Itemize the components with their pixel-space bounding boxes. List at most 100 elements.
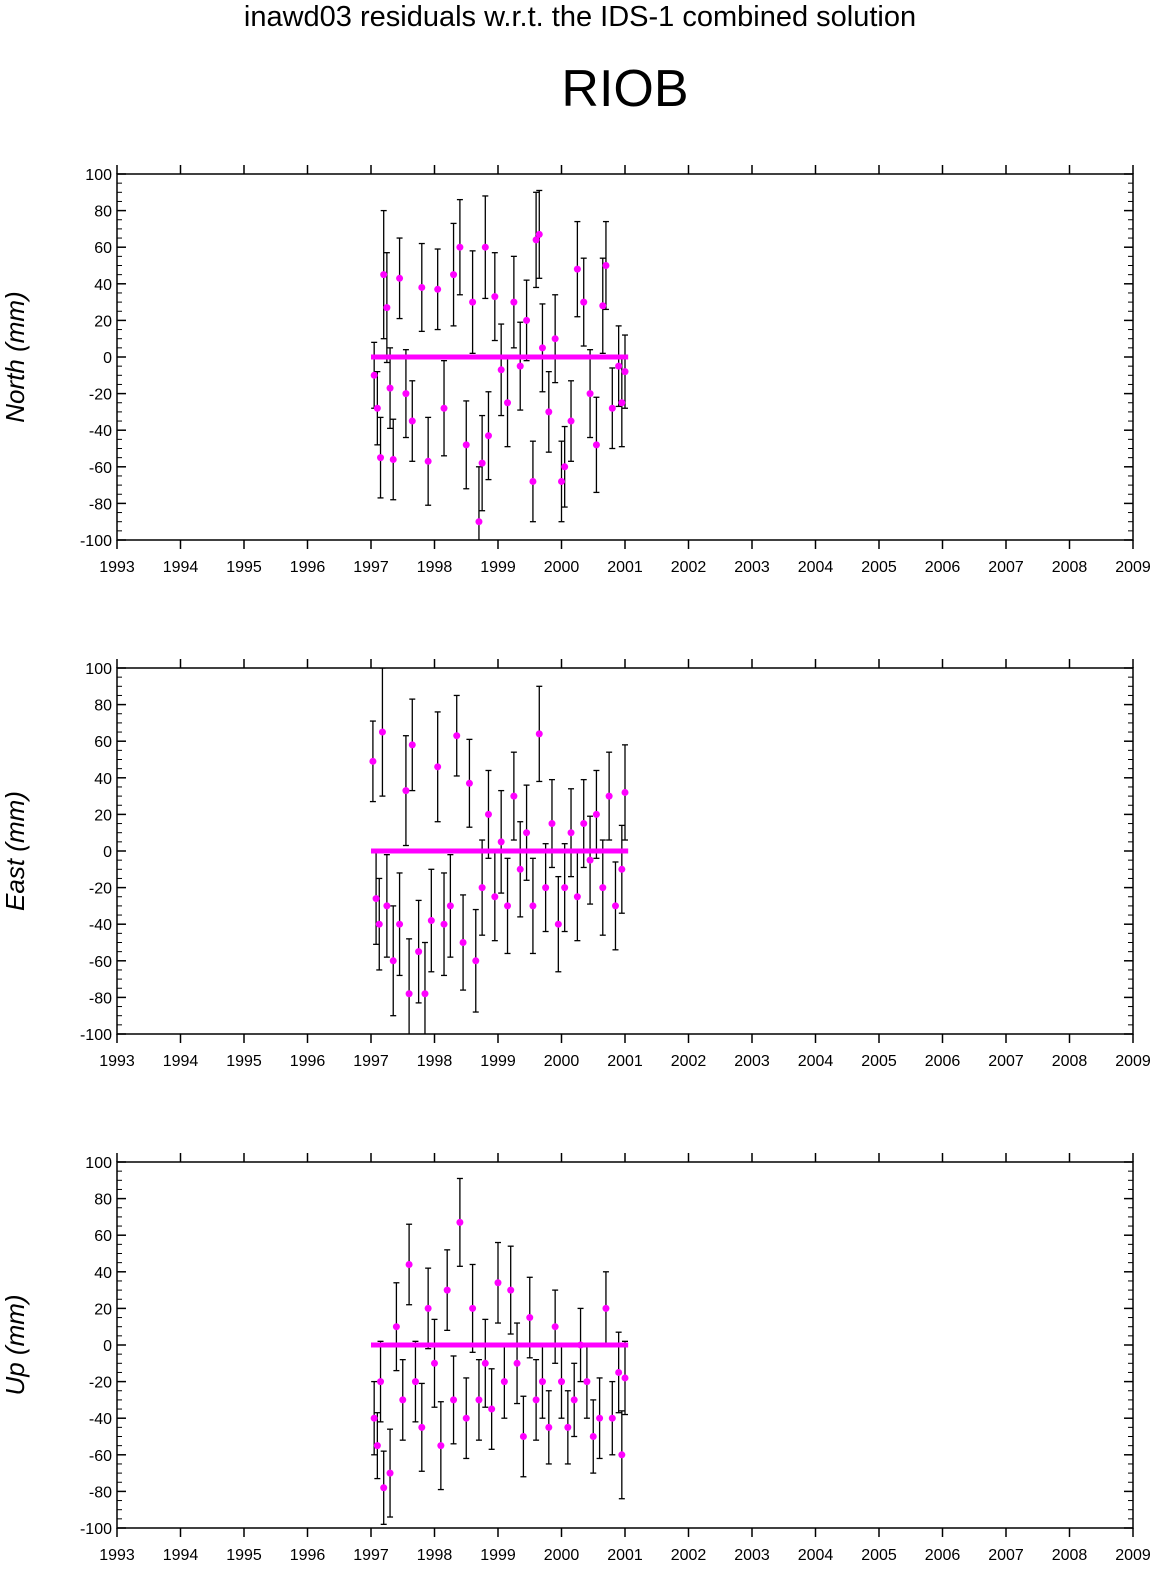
data-point [402,390,410,398]
data-point [484,432,492,440]
x-tick-label: 1996 [290,559,326,576]
y-tick-label: 60 [94,734,112,751]
y-tick-label: 100 [85,167,112,184]
x-tick-label: 2002 [671,559,707,576]
data-point [523,829,531,837]
y-tick-label: -60 [89,460,112,477]
data-point [529,902,537,910]
y-tick-label: -40 [89,917,112,934]
data-point [535,230,543,238]
data-point [596,1414,604,1422]
data-point [535,730,543,738]
data-point [580,298,588,306]
data-point [396,920,404,928]
y-tick-label: -40 [89,423,112,440]
data-point [431,1359,438,1367]
data-point [386,384,394,392]
data-point [469,1304,477,1312]
data-point [424,1304,432,1312]
data-point [504,399,512,407]
data-point [554,920,562,928]
data-point [538,344,546,352]
y-tick-label: 20 [94,1301,112,1318]
data-point [472,957,480,965]
data-point [599,884,607,892]
data-point [532,236,540,244]
data-point [378,728,386,736]
x-tick-label: 2005 [861,559,897,576]
y-tick-label: -20 [89,881,112,898]
y-tick-label: 0 [103,350,112,367]
y-tick-label: -20 [89,1375,112,1392]
y-axis-label: North (mm) [0,291,30,422]
data-point [611,902,619,910]
x-tick-label: 2004 [798,559,834,576]
data-point [507,1286,515,1294]
x-tick-label: 2009 [1115,559,1151,576]
y-tick-label: 40 [94,1265,112,1282]
x-tick-label: 1995 [226,1053,262,1070]
x-tick-label: 2008 [1052,1053,1088,1070]
data-point [402,787,410,795]
data-point [589,1433,597,1440]
x-tick-label: 1994 [163,1053,199,1070]
data-point [592,441,600,449]
data-point [440,920,448,928]
y-tick-label: 0 [103,1338,112,1355]
x-tick-label: 2003 [734,1053,770,1070]
data-point [418,1423,426,1431]
data-point [484,810,492,818]
data-point [621,1374,629,1382]
data-point [510,792,518,800]
data-point [373,1442,381,1450]
data-point [586,856,594,864]
data-point [405,1260,413,1268]
x-tick-label: 2007 [988,559,1024,576]
data-point [608,1414,616,1422]
y-tick-label: -40 [89,1411,112,1428]
data-point [513,1359,521,1367]
y-tick-label: -80 [89,496,112,513]
data-point [551,1323,559,1331]
y-tick-label: 40 [94,277,112,294]
y-tick-label: 0 [103,844,112,861]
x-tick-label: 2005 [861,1053,897,1070]
x-tick-label: 1998 [417,1053,453,1070]
data-point [399,1396,407,1404]
data-point [450,271,458,279]
data-point [462,441,470,449]
x-tick-label: 1998 [417,1547,453,1564]
y-tick-label: 100 [85,661,112,678]
data-point [469,298,477,306]
x-tick-label: 2005 [861,1547,897,1564]
x-tick-label: 1994 [163,1547,199,1564]
x-tick-label: 1999 [480,1053,516,1070]
x-tick-label: 1997 [353,1547,389,1564]
x-tick-label: 1993 [99,1053,135,1070]
data-point [573,893,581,901]
data-point [446,902,454,910]
x-tick-label: 1998 [417,559,453,576]
data-point [478,459,486,467]
data-point [375,920,383,928]
data-point [542,884,550,892]
y-tick-label: 80 [94,698,112,715]
y-tick-label: -100 [80,533,112,550]
x-tick-label: 2004 [798,1547,834,1564]
data-point [372,895,380,903]
x-tick-label: 2006 [925,1547,961,1564]
x-tick-label: 1996 [290,1053,326,1070]
y-tick-label: 60 [94,240,112,257]
data-point [564,1423,572,1431]
data-point [443,1286,451,1294]
data-point [475,518,483,526]
x-tick-label: 2004 [798,1053,834,1070]
station-name: RIOB [561,60,689,118]
y-tick-label: 60 [94,1228,112,1245]
x-tick-label: 1999 [480,559,516,576]
y-tick-label: -80 [89,1484,112,1501]
data-point [488,1405,496,1413]
x-tick-label: 1995 [226,559,262,576]
y-tick-label: -20 [89,387,112,404]
